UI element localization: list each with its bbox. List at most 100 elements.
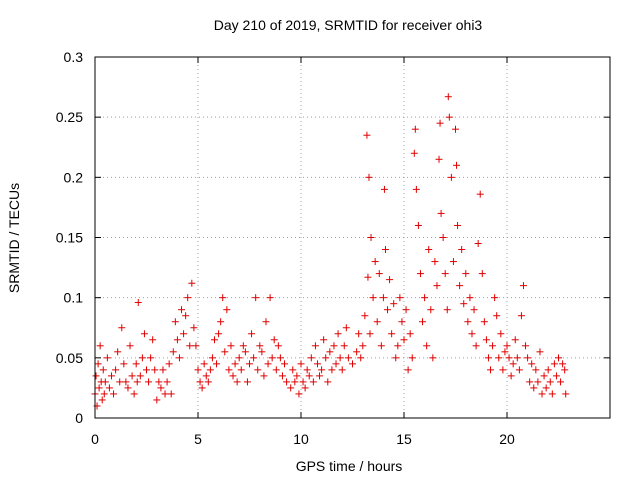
data-point: [188, 279, 196, 287]
data-point: [379, 294, 387, 302]
data-point: [470, 306, 478, 314]
data-point: [381, 246, 389, 254]
data-point: [435, 155, 443, 163]
data-point: [425, 246, 433, 254]
data-point: [342, 324, 350, 332]
data-point: [410, 149, 418, 157]
data-point: [180, 330, 188, 338]
data-point: [433, 282, 441, 290]
data-point: [495, 354, 503, 362]
data-point: [427, 306, 435, 314]
data-point: [167, 390, 175, 398]
data-point: [291, 378, 299, 386]
data-point: [371, 258, 379, 266]
y-tick-label: 0.2: [64, 169, 84, 185]
data-point: [190, 324, 198, 332]
data-point: [320, 336, 328, 344]
data-point: [444, 93, 452, 101]
data-point: [538, 390, 546, 398]
data-point: [336, 354, 344, 362]
data-point: [464, 318, 472, 326]
data-point: [112, 366, 120, 374]
data-point: [235, 354, 243, 362]
data-point: [548, 390, 556, 398]
data-point: [101, 378, 109, 386]
y-tick-label: 0.15: [56, 230, 83, 246]
data-point: [507, 372, 515, 380]
data-point: [373, 318, 381, 326]
data-point: [542, 384, 550, 392]
x-tick-label: 10: [293, 431, 309, 447]
data-points: [91, 93, 570, 410]
data-point: [161, 390, 169, 398]
data-point: [511, 336, 519, 344]
data-point: [151, 366, 159, 374]
data-point: [202, 372, 210, 380]
data-point: [334, 330, 342, 338]
data-point: [208, 354, 216, 362]
data-point: [476, 190, 484, 198]
data-point: [145, 378, 153, 386]
y-axis-label: SRMTID / TECUs: [6, 183, 22, 293]
data-point: [460, 300, 468, 308]
data-point: [192, 342, 200, 350]
data-point: [540, 372, 548, 380]
data-point: [517, 312, 525, 320]
data-point: [474, 240, 482, 248]
data-point: [436, 119, 444, 127]
data-point: [454, 221, 462, 229]
data-point: [276, 354, 284, 362]
data-point: [365, 173, 373, 181]
data-point: [519, 282, 527, 290]
data-point: [332, 360, 340, 368]
chart-title: Day 210 of 2019, SRMTID for receiver ohi…: [214, 17, 483, 33]
data-point: [153, 396, 161, 404]
data-point: [178, 306, 186, 314]
data-point: [468, 330, 476, 338]
data-point: [447, 173, 455, 181]
data-point: [96, 342, 104, 350]
data-point: [326, 348, 334, 356]
data-point: [128, 372, 136, 380]
data-point: [561, 366, 569, 374]
data-point: [233, 378, 241, 386]
data-point: [219, 294, 227, 302]
data-point: [449, 258, 457, 266]
data-point: [175, 354, 183, 362]
y-tick-label: 0: [75, 410, 83, 426]
data-point: [402, 306, 410, 314]
y-tick-label: 0.1: [64, 290, 84, 306]
data-point: [303, 366, 311, 374]
data-point: [536, 348, 544, 356]
data-point: [472, 342, 480, 350]
data-point: [431, 258, 439, 266]
data-point: [268, 354, 276, 362]
tick-labels: 0 0.05 0.1 0.15 0.2 0.25 0.3 0 5 10 15 20: [56, 49, 515, 447]
data-point: [92, 372, 100, 380]
data-point: [338, 366, 346, 374]
data-point: [287, 384, 295, 392]
data-point: [254, 366, 262, 374]
data-point: [215, 330, 223, 338]
data-point: [363, 131, 371, 139]
data-point: [136, 372, 144, 380]
data-point: [443, 306, 451, 314]
data-point: [369, 294, 377, 302]
data-point: [544, 366, 552, 374]
data-point: [530, 384, 538, 392]
y-tick-label: 0.25: [56, 109, 83, 125]
data-point: [532, 366, 540, 374]
data-point: [307, 354, 315, 362]
data-point: [322, 354, 330, 362]
data-point: [274, 342, 282, 350]
data-point: [377, 342, 385, 350]
data-point: [248, 330, 256, 338]
data-point: [283, 378, 291, 386]
data-point: [386, 276, 394, 284]
data-point: [299, 378, 307, 386]
x-tick-label: 5: [194, 431, 202, 447]
data-point: [453, 161, 461, 169]
data-point: [155, 378, 163, 386]
data-point: [380, 185, 388, 193]
data-point: [462, 270, 470, 278]
